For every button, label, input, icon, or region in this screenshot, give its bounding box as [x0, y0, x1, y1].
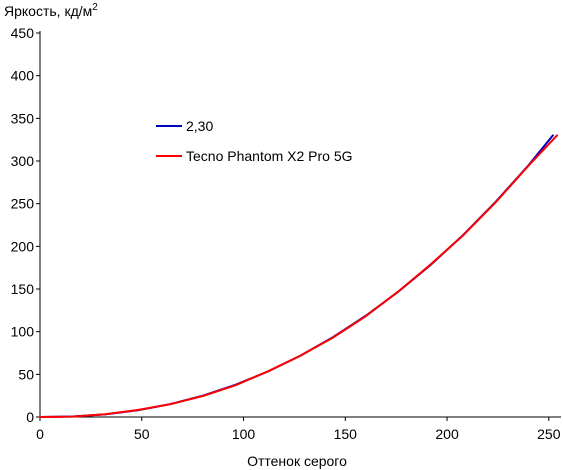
x-tick-label: 250 [537, 426, 561, 442]
series-lines [39, 134, 558, 418]
x-tick-label: 150 [334, 426, 358, 442]
y-tick-label: 150 [11, 281, 35, 297]
y-tick-label: 450 [11, 25, 35, 41]
series-line-1 [39, 134, 554, 418]
y-tick-label: 300 [11, 153, 35, 169]
legend-label-2: Tecno Phantom X2 Pro 5G [186, 148, 353, 164]
y-tick-label: 100 [11, 324, 35, 340]
y-tick-label: 200 [11, 238, 35, 254]
x-tick-label: 200 [435, 426, 459, 442]
y-tick-label: 400 [11, 68, 35, 84]
legend-label-1: 2,30 [186, 118, 213, 134]
series-line-2 [39, 134, 558, 418]
x-tick-label: 100 [232, 426, 256, 442]
x-tick-label: 0 [36, 426, 44, 442]
axes: 0 50 100 150 200 250 300 350 400 450 0 50 100 150 200 2… [11, 25, 561, 442]
y-axis-title-text: Яркость, кд/м [4, 3, 92, 19]
y-tick-label: 50 [18, 366, 34, 382]
y-tick-label: 350 [11, 110, 35, 126]
y-axis-title-superscript: 2 [92, 2, 98, 13]
y-axis-title: Яркость, кд/м2 [4, 2, 98, 19]
x-tick-label: 50 [134, 426, 150, 442]
y-tick-label: 250 [11, 196, 35, 212]
legend: 2,30 Tecno Phantom X2 Pro 5G [156, 118, 353, 164]
y-tick-label: 0 [26, 409, 34, 425]
x-axis-title: Оттенок серого [247, 453, 347, 469]
